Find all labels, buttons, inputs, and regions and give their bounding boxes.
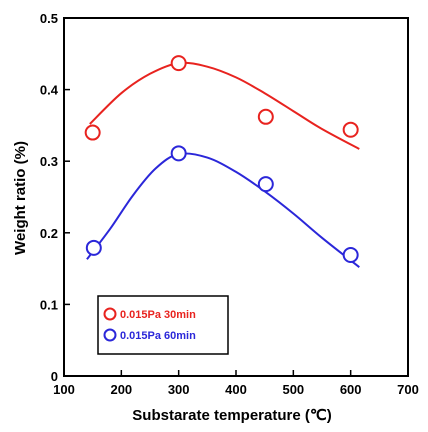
data-point-series-1	[257, 108, 274, 125]
x-axis-label: Substarate temperature (℃)	[132, 407, 331, 424]
curves-layer	[86, 61, 360, 268]
legend: 0.015Pa 30min 0.015Pa 60min	[97, 295, 229, 355]
y-tick-label: 0.3	[40, 154, 58, 169]
fit-curve-series-2	[86, 152, 360, 268]
data-point-series-1	[84, 124, 101, 141]
data-point-series-2	[342, 246, 359, 263]
legend-marker-series-1	[103, 307, 117, 321]
x-tick-label: 700	[397, 382, 419, 397]
x-tick-label: 600	[340, 382, 362, 397]
x-tick-label: 500	[282, 382, 304, 397]
legend-marker-series-2	[103, 328, 117, 342]
y-axis-label: Weight ratio (%)	[12, 141, 29, 255]
ticks-layer: 100 200 300 400 500 600 700 0 0.1 0.2 0.3 0.4 0.5	[40, 11, 419, 397]
points-layer	[84, 55, 359, 263]
data-point-series-1	[170, 55, 187, 72]
y-tick-label: 0.4	[40, 83, 59, 98]
data-point-series-2	[85, 239, 102, 256]
y-tick-label: 0.2	[40, 226, 58, 241]
data-point-series-2	[257, 176, 274, 193]
x-tick-label: 100	[53, 382, 75, 397]
data-point-series-2	[170, 145, 187, 162]
plot-frame	[63, 17, 409, 377]
legend-label-series-2: 0.015Pa 60min	[120, 330, 196, 342]
x-tick-label: 200	[110, 382, 132, 397]
y-tick-label: 0.5	[40, 11, 58, 26]
y-tick-label: 0.1	[40, 297, 58, 312]
x-tick-label: 400	[225, 382, 247, 397]
x-tick-label: 300	[168, 382, 190, 397]
legend-label-series-1: 0.015Pa 30min	[120, 309, 196, 321]
legend-box	[97, 295, 229, 355]
y-tick-label: 0	[51, 369, 58, 384]
data-point-series-1	[342, 121, 359, 138]
fit-curve-series-1	[89, 61, 360, 150]
